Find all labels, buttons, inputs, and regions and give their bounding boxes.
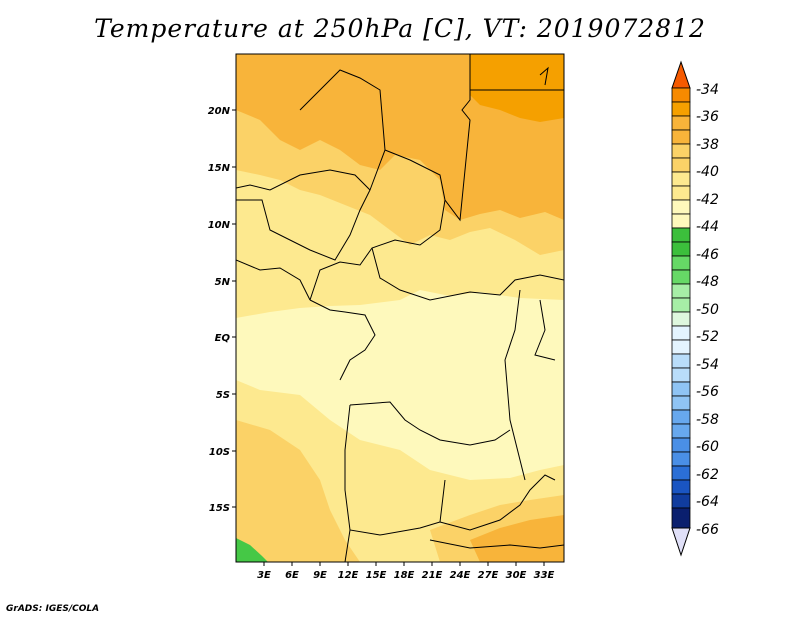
lon-label-6e: 6E	[285, 570, 299, 581]
colorbar-bottom-arrow	[671, 527, 691, 557]
lat-label-15s: 15S	[209, 503, 230, 514]
lat-label-20n: 20N	[208, 106, 231, 117]
lat-label-5n: 5N	[215, 277, 231, 288]
colorbar-label: -60	[696, 439, 719, 455]
colorbar-label: -54	[696, 357, 719, 373]
temperature-field	[236, 54, 564, 562]
colorbar-label: -36	[696, 109, 719, 125]
lon-label-21e: 21E	[422, 570, 443, 581]
colorbar-label: -46	[696, 247, 719, 263]
lon-label-12e: 12E	[338, 570, 359, 581]
lat-label-5s: 5S	[216, 390, 230, 401]
band-36-34	[470, 54, 564, 122]
lon-label-33e: 33E	[534, 570, 555, 581]
colorbar-label: -66	[696, 522, 719, 538]
country-borders	[236, 54, 564, 562]
band-40-38-southwest	[236, 420, 360, 562]
latitude-axis: 20N 15N 10N 5N EQ 5S 10S 15S	[208, 106, 236, 514]
colorbar-label: -64	[696, 494, 719, 510]
map-title: Temperature at 250hPa [C], VT: 201907281…	[94, 14, 706, 43]
colorbar-label: -62	[696, 467, 719, 483]
lon-label-27e: 27E	[478, 570, 499, 581]
lon-label-15e: 15E	[366, 570, 387, 581]
colorbar-label: -48	[696, 274, 719, 290]
colorbar-label: -40	[696, 164, 719, 180]
lat-label-eq: EQ	[215, 333, 231, 344]
lon-label-9e: 9E	[313, 570, 327, 581]
colorbar-label: -58	[696, 412, 719, 428]
lon-label-18e: 18E	[394, 570, 415, 581]
lat-label-15n: 15N	[208, 163, 231, 174]
lon-label-24e: 24E	[450, 570, 471, 581]
lon-label-30e: 30E	[506, 570, 527, 581]
colorbar-label: -52	[696, 329, 719, 345]
colorbar: -34 -36 -38 -40 -42 -44 -46 -48 -50 -52 …	[671, 60, 719, 557]
colorbar-label: -50	[696, 302, 719, 318]
colorbar-top-arrow	[671, 60, 691, 89]
colorbar-label: -56	[696, 384, 719, 400]
grads-credit: GrADS: IGES/COLA	[6, 604, 100, 614]
lat-label-10s: 10S	[209, 447, 230, 458]
colorbar-label: -44	[696, 219, 719, 235]
band-38-36-southeast	[470, 515, 564, 562]
lon-label-3e: 3E	[257, 570, 271, 581]
longitude-axis: 3E 6E 9E 12E 15E 18E 21E 24E 27E 30E 33E	[257, 562, 555, 581]
colorbar-label: -42	[696, 192, 719, 208]
map-frame	[235, 53, 565, 563]
colorbar-label: -34	[696, 82, 719, 98]
colorbar-label: -38	[696, 137, 719, 153]
lat-label-10n: 10N	[208, 220, 231, 231]
band-46-44	[236, 538, 268, 562]
